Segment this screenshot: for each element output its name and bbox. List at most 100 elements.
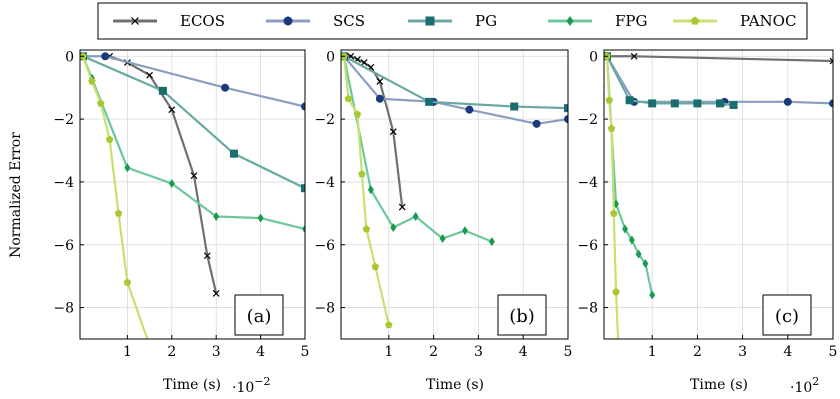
x-tick-label: 2: [167, 344, 176, 360]
data-point-panoc: [96, 99, 105, 107]
data-point-fpg: [168, 179, 175, 189]
legend-item-fpg: FPG: [548, 12, 647, 30]
data-point-fpg: [367, 185, 374, 195]
panel-label-box: [234, 294, 284, 336]
x-axis-title-b: Time (s): [426, 377, 484, 393]
data-point-ecos: [389, 128, 397, 136]
data-point-panoc: [607, 124, 616, 132]
data-point-fpg: [390, 222, 397, 232]
legend-marker-fpg: [566, 16, 574, 26]
y-axis-title: Normalized Error: [8, 132, 24, 258]
x-tick-label: 4: [519, 344, 528, 360]
data-point-fpg: [302, 224, 305, 234]
y-tick-label: −8: [53, 301, 74, 317]
data-point-fpg: [649, 290, 656, 300]
data-point-fpg: [635, 249, 642, 259]
y-tick-label: −4: [314, 175, 335, 191]
data-point-ecos: [360, 59, 368, 66]
series-line-panoc: [605, 56, 620, 339]
series-group: [80, 51, 305, 348]
series-line-scs: [606, 55, 833, 105]
data-point-scs: [375, 94, 384, 103]
x-tick-label: 2: [693, 344, 702, 360]
x-tick-label: 3: [738, 344, 747, 360]
y-tick-label: −4: [53, 175, 74, 191]
legend: ECOS SCS PG FPG PANOC: [97, 2, 808, 40]
data-point-pg: [301, 184, 305, 193]
data-point-panoc: [123, 278, 132, 286]
y-tick-label: −2: [53, 112, 74, 128]
data-point-ecos: [212, 290, 220, 297]
data-point-fpg: [439, 233, 446, 243]
series-line-panoc: [81, 55, 149, 339]
x-tick-label: 1: [648, 344, 657, 360]
x-scale-factor-a: ·10−2: [232, 375, 270, 396]
y-tick-label: 0: [65, 49, 74, 65]
data-point-fpg: [628, 235, 635, 245]
x-axis-title-a: Time (s): [163, 377, 221, 393]
data-point-ecos: [146, 71, 154, 79]
x-scale-factor-c-exp: 2: [812, 375, 819, 388]
x-tick-label: 3: [212, 344, 221, 360]
panel-label: (a): [234, 294, 284, 336]
data-point-panoc: [146, 341, 154, 348]
series-group: [341, 51, 568, 329]
data-point-fpg: [461, 226, 468, 236]
x-tick-label: 5: [564, 344, 573, 360]
x-axis-title-c: Time (s): [690, 377, 748, 393]
x-scale-factor-c: ·102: [790, 375, 819, 396]
data-point-scs: [465, 105, 474, 114]
series-line-scs: [343, 55, 568, 125]
data-point-panoc: [105, 135, 114, 143]
legend-marker-panoc: [690, 16, 700, 25]
series-group: [604, 51, 833, 339]
data-point-scs: [564, 115, 568, 124]
y-tick-label: −2: [577, 112, 598, 128]
x-tick-label: 2: [429, 344, 438, 360]
y-tick-label: −6: [577, 238, 598, 254]
x-tick-label: 5: [829, 344, 838, 360]
panel-label: (c): [762, 294, 812, 336]
data-point-panoc: [605, 96, 614, 104]
y-tick-label: −2: [314, 112, 335, 128]
legend-item-scs: SCS: [266, 12, 365, 30]
x-scale-factor-a-base: ·10: [232, 380, 254, 396]
x-tick-label: 3: [474, 344, 483, 360]
panel-b: 1 2 3 4 5 0 −2 −4 −6 −8 (b): [314, 49, 572, 360]
data-point-fpg: [213, 211, 220, 221]
data-point-ecos: [203, 252, 211, 260]
data-point-pg: [693, 99, 702, 108]
data-point-pg: [229, 149, 238, 158]
data-point-pg: [625, 96, 634, 105]
data-point-pg: [648, 99, 657, 108]
data-point-panoc: [358, 170, 366, 178]
data-point-pg: [716, 99, 724, 108]
data-point-pg: [564, 104, 568, 113]
y-tick-label: −6: [314, 238, 335, 254]
data-point-scs: [221, 83, 230, 92]
legend-label-pg: PG: [475, 12, 497, 30]
y-tick-label: 0: [326, 49, 335, 65]
data-point-fpg: [412, 211, 419, 221]
data-point-scs: [101, 52, 110, 61]
data-point-scs: [301, 102, 305, 111]
panel-label-box: [497, 294, 547, 336]
y-tick-label: −6: [53, 238, 74, 254]
data-point-scs: [829, 99, 833, 108]
data-point-panoc: [88, 77, 96, 85]
panel-c: 1 2 3 4 5 0 −2 −4 −6 −8 (c): [577, 49, 837, 360]
data-point-pg: [510, 102, 519, 111]
data-point-panoc: [371, 262, 380, 270]
legend-marker-scs: [283, 16, 293, 26]
y-tick-label: 0: [589, 49, 598, 65]
x-tick-label: 4: [783, 344, 792, 360]
data-point-fpg: [257, 213, 264, 223]
data-point-pg: [670, 99, 679, 108]
series-line-ecos: [607, 55, 833, 63]
data-point-ecos: [168, 106, 176, 114]
legend-item-pg: PG: [408, 12, 497, 30]
legend-label-ecos: ECOS: [180, 12, 225, 30]
data-point-fpg: [124, 163, 131, 173]
y-tick-label: −8: [314, 301, 335, 317]
axes-frame: [340, 49, 569, 340]
